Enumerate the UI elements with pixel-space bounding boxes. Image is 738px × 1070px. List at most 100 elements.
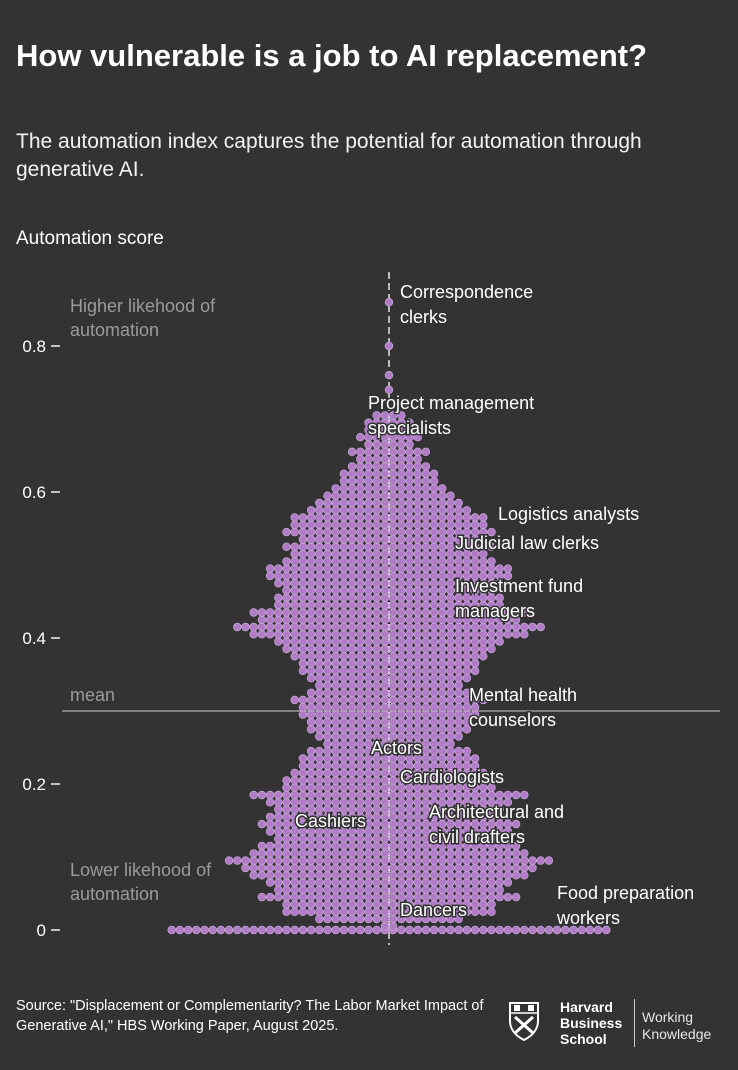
occupation-dot (429, 630, 439, 639)
occupation-dot (298, 622, 308, 632)
occupation-dot (331, 849, 340, 858)
occupation-dot (438, 484, 447, 493)
occupation-dot (511, 819, 521, 829)
occupation-dot (487, 885, 496, 895)
occupation-dot (257, 615, 267, 624)
occupation-dot (384, 298, 394, 307)
occupation-dot (438, 630, 447, 639)
occupation-dot (413, 498, 422, 508)
occupation-dot (298, 885, 308, 895)
occupation-dot (265, 790, 275, 800)
occupation-dot (397, 615, 406, 624)
occupation-dot (429, 725, 439, 734)
occupation-dot (413, 812, 422, 822)
occupation-dot (388, 506, 398, 515)
occupation-dot (347, 725, 357, 734)
occupation-dot (429, 476, 439, 486)
occupation-dot (356, 739, 365, 749)
occupation-dot (380, 469, 390, 478)
occupation-dot (380, 542, 390, 551)
occupation-dot (306, 600, 316, 610)
occupation-dot (356, 447, 365, 456)
occupation-dot (339, 695, 349, 705)
occupation-dot (315, 834, 324, 843)
occupation-dot (315, 681, 324, 690)
occupation-dot (380, 688, 390, 697)
occupation-dot (257, 622, 267, 632)
occupation-dot (421, 571, 431, 581)
occupation-dot (438, 615, 447, 624)
occupation-dot (454, 622, 463, 632)
occupation-dot (405, 812, 414, 822)
occupation-dot (356, 849, 365, 858)
occupation-dot (339, 688, 349, 697)
occupation-dot (372, 768, 381, 778)
occupation-dot (405, 586, 414, 595)
occupation-dot (356, 630, 365, 639)
occupation-dot (470, 754, 480, 763)
occupation-dot (306, 768, 316, 778)
occupation-dot (347, 681, 357, 690)
occupation-dot (323, 907, 332, 916)
occupation-dot (331, 892, 340, 902)
occupation-dot (388, 484, 398, 493)
occupation-dot (298, 527, 308, 537)
occupation-dot (462, 746, 472, 756)
occupation-dot (413, 805, 422, 814)
occupation-dot (356, 914, 365, 924)
occupation-dot (397, 630, 406, 639)
annotation-label: Judicial law clerks (455, 533, 599, 553)
occupation-dot (298, 600, 308, 610)
occupation-dot (511, 856, 521, 865)
occupation-dot (315, 863, 324, 873)
occupation-dot (413, 476, 422, 486)
occupation-dot (315, 571, 324, 581)
occupation-dot (462, 557, 472, 566)
occupation-dot (405, 447, 414, 456)
occupation-dot (298, 608, 308, 617)
occupation-dot (356, 746, 365, 756)
occupation-dot (274, 819, 283, 829)
occupation-dot (388, 798, 398, 807)
occupation-dot (413, 571, 422, 581)
occupation-dot (536, 622, 545, 632)
occupation-dot (364, 535, 373, 544)
occupation-dot (413, 659, 422, 668)
occupation-dot (364, 418, 373, 427)
occupation-dot (388, 907, 398, 916)
occupation-dot (388, 447, 398, 456)
occupation-dot (380, 454, 390, 464)
occupation-dot (306, 637, 316, 646)
occupation-dot (290, 644, 299, 654)
mean-label: mean (70, 685, 115, 705)
occupation-dot (282, 644, 291, 654)
occupation-dot (356, 856, 365, 865)
occupation-dot (306, 549, 316, 559)
occupation-dot (405, 819, 414, 829)
occupation-dot (405, 710, 414, 719)
occupation-dot (356, 608, 365, 617)
occupation-dot (274, 863, 283, 873)
occupation-dot (323, 637, 332, 646)
occupation-dot (331, 593, 340, 602)
occupation-dot (265, 849, 275, 858)
occupation-dot (347, 593, 357, 602)
occupation-dot (405, 666, 414, 676)
occupation-dot (397, 484, 406, 493)
occupation-dot (364, 630, 373, 639)
occupation-dot (315, 513, 324, 522)
annotation-label: Mental health counselors (469, 685, 577, 730)
occupation-dot (315, 673, 324, 683)
occupation-dot (290, 863, 299, 873)
occupation-dot (364, 900, 373, 909)
occupation-dot (380, 878, 390, 887)
occupation-dot (462, 925, 472, 935)
occupation-dot (306, 571, 316, 581)
occupation-dot (487, 871, 496, 880)
occupation-dot (446, 754, 455, 763)
occupation-dot (364, 476, 373, 486)
occupation-dot (413, 871, 422, 880)
occupation-dot (331, 557, 340, 566)
beeswarm-chart: 0 0.2 0.4 0.6 0.8 mean Higher likehood of aut… (22, 272, 720, 945)
occupation-dot (438, 666, 447, 676)
